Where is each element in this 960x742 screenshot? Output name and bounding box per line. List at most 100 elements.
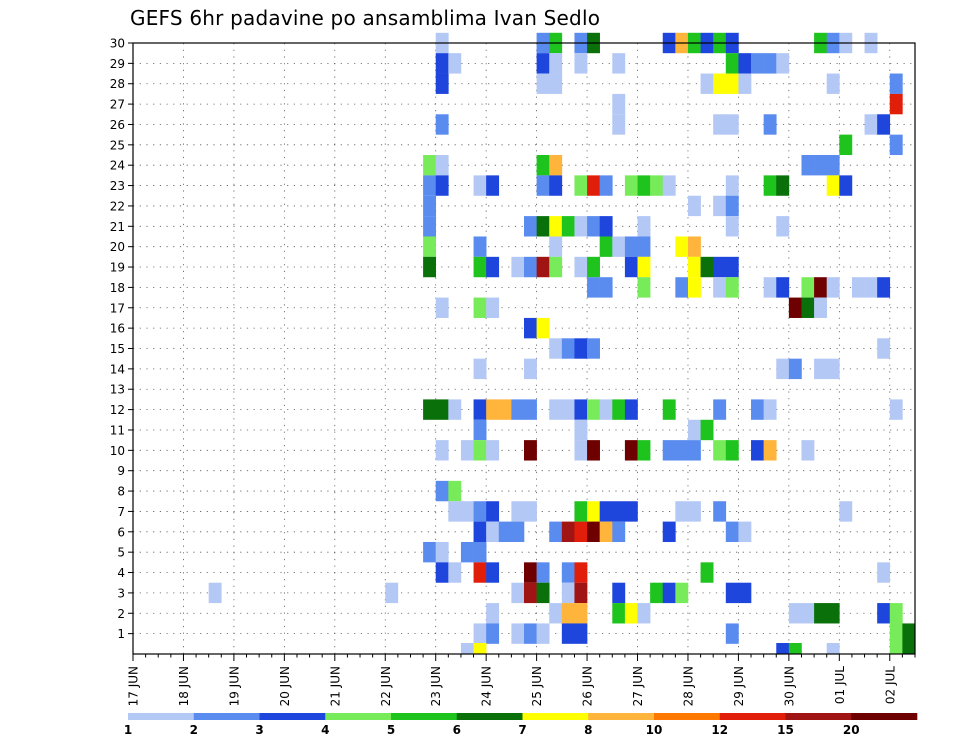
y-tick-label: 14 xyxy=(110,362,125,376)
heatmap-cell xyxy=(574,256,588,278)
heatmap-cell xyxy=(498,399,512,420)
heatmap-cell xyxy=(624,236,638,257)
y-tick-label: 19 xyxy=(110,261,125,275)
y-tick-label: 3 xyxy=(117,586,125,600)
heatmap-cell xyxy=(549,399,563,420)
heatmap-cell xyxy=(524,562,537,583)
heatmap-cell xyxy=(549,338,563,359)
heatmap-cell xyxy=(624,501,638,522)
heatmap-cell xyxy=(877,562,891,583)
heatmap-cell xyxy=(624,256,638,278)
heatmap-cell xyxy=(662,521,676,542)
x-tick-label: 19 JUN xyxy=(227,666,241,706)
heatmap-cell xyxy=(814,358,828,380)
heatmap-cell xyxy=(473,623,487,644)
heatmap-cell xyxy=(599,236,613,257)
heatmap-cell xyxy=(902,623,916,644)
heatmap-cell xyxy=(776,277,790,298)
x-tick-label: 26 JUN xyxy=(581,666,595,706)
heatmap-cell xyxy=(725,521,739,542)
colorbar-segment xyxy=(259,713,326,720)
heatmap-cell xyxy=(536,562,550,583)
heatmap-cell xyxy=(549,603,563,624)
y-tick-label: 10 xyxy=(110,444,125,458)
heatmap-cell xyxy=(889,643,903,654)
heatmap-cell xyxy=(574,603,588,624)
heatmap-cell xyxy=(599,216,613,237)
colorbar-segment xyxy=(654,713,721,720)
heatmap-cell xyxy=(725,623,739,644)
y-tick-label: 15 xyxy=(110,342,125,356)
heatmap-cell xyxy=(826,175,840,196)
heatmap-cell xyxy=(763,440,777,461)
heatmap-cell xyxy=(738,521,752,542)
heatmap-cell xyxy=(536,317,550,339)
heatmap-cell xyxy=(486,603,500,624)
heatmap-cell xyxy=(423,175,437,196)
heatmap-cell xyxy=(788,643,802,654)
colorbar-segment xyxy=(785,713,852,720)
colorbar-segment xyxy=(456,713,523,720)
heatmap-cell xyxy=(713,440,727,461)
heatmap-cell xyxy=(460,501,474,522)
heatmap-cell xyxy=(435,541,449,563)
heatmap-cell xyxy=(725,216,739,237)
heatmap-cell xyxy=(549,256,563,278)
heatmap-cell xyxy=(826,358,840,380)
heatmap-cell xyxy=(713,195,727,217)
heatmap-cell xyxy=(814,155,828,176)
heatmap-cell xyxy=(536,256,550,278)
heatmap-cell xyxy=(549,521,563,542)
heatmap-cell xyxy=(738,582,752,604)
heatmap-cell xyxy=(637,236,651,257)
heatmap-cell xyxy=(877,338,891,359)
heatmap-cell xyxy=(624,399,638,420)
heatmap-cell xyxy=(536,623,550,644)
heatmap-cell xyxy=(788,297,802,318)
colorbar-label: 8 xyxy=(584,723,592,737)
heatmap-cell xyxy=(524,399,537,420)
heatmap-cell xyxy=(687,277,701,298)
heatmap-cell xyxy=(801,155,815,176)
y-tick-label: 4 xyxy=(117,566,125,580)
heatmap-cell xyxy=(208,582,222,604)
heatmap-cell xyxy=(662,399,676,420)
heatmap-cell xyxy=(549,155,563,176)
heatmap-cell xyxy=(637,277,651,298)
x-tick-label: 23 JUN xyxy=(429,666,443,706)
heatmap-cell xyxy=(637,216,651,237)
colorbar-segment xyxy=(391,713,458,720)
heatmap-cell xyxy=(587,256,600,278)
heatmap-cell xyxy=(612,521,626,542)
heatmap-cell xyxy=(864,114,878,135)
heatmap-cell xyxy=(612,53,626,74)
x-tick-label: 02 JUL xyxy=(883,666,897,704)
y-tick-label: 6 xyxy=(117,525,125,539)
heatmap-cell xyxy=(599,501,613,522)
heatmap-cell xyxy=(788,358,802,380)
heatmap-cell xyxy=(738,53,752,74)
heatmap-cell xyxy=(511,256,525,278)
colorbar-segment xyxy=(719,713,786,720)
heatmap-cell xyxy=(561,623,575,644)
heatmap-cell xyxy=(725,73,739,94)
heatmap-cell xyxy=(889,73,903,94)
heatmap-cells xyxy=(208,32,916,654)
heatmap-cell xyxy=(624,603,638,624)
x-tick-label: 25 JUN xyxy=(530,666,544,706)
heatmap-cell xyxy=(776,643,790,654)
y-tick-label: 30 xyxy=(110,37,125,51)
heatmap-cell xyxy=(713,114,727,135)
colorbar-segment xyxy=(851,713,918,720)
heatmap-cell xyxy=(448,562,462,583)
heatmap-cell xyxy=(473,562,487,583)
heatmap-cell xyxy=(801,277,815,298)
heatmap-cell xyxy=(423,256,437,278)
heatmap-cell xyxy=(574,338,588,359)
heatmap-cell xyxy=(725,195,739,217)
heatmap-cell xyxy=(776,175,790,196)
heatmap-cell xyxy=(561,603,575,624)
heatmap-cell xyxy=(423,216,437,237)
heatmap-cell xyxy=(574,562,588,583)
